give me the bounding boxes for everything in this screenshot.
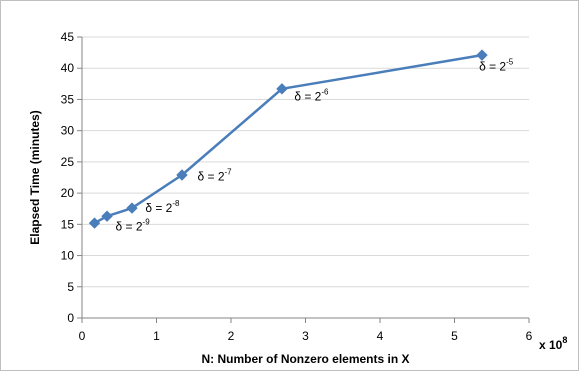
x-tick-label: 5	[451, 329, 458, 343]
y-tick-label: 25	[61, 155, 75, 169]
x-tick-label: 3	[302, 329, 309, 343]
y-tick-label: 5	[67, 280, 74, 294]
y-tick-label: 30	[61, 124, 75, 138]
data-point	[88, 217, 101, 229]
gridlines	[82, 36, 529, 319]
data-point	[126, 202, 138, 214]
x-tick-label: 4	[377, 329, 384, 343]
y-tick-label: 20	[61, 186, 75, 200]
delta-annotation: δ = 2-6	[294, 88, 329, 104]
y-tick-label: 10	[61, 249, 75, 263]
x-tick-label: 6	[526, 329, 533, 343]
x-tick-label: 2	[228, 329, 235, 343]
x-axis-multiplier: x 108	[539, 335, 567, 352]
x-multiplier-base: x 10	[539, 338, 563, 352]
x-tick-label: 1	[153, 329, 160, 343]
delta-annotation: δ = 2-8	[145, 199, 180, 215]
y-tick-label: 40	[61, 61, 75, 75]
data-point	[276, 83, 288, 95]
delta-annotation: δ = 2-7	[197, 168, 232, 184]
y-axis-title: Elapsed Time (minutes)	[28, 110, 42, 244]
series-layer	[88, 49, 488, 229]
y-tick-label: 0	[67, 311, 74, 325]
y-tick-label: 45	[61, 30, 75, 44]
y-tick-label: 35	[61, 92, 75, 106]
delta-annotation: δ = 2-5	[479, 58, 514, 74]
x-multiplier-exp: 8	[562, 335, 567, 345]
data-point	[476, 49, 488, 61]
delta-annotation: δ = 2-9	[116, 218, 151, 234]
data-point	[176, 169, 188, 181]
y-tick-label: 15	[61, 217, 75, 231]
x-tick-label: 0	[79, 329, 86, 343]
series-line	[93, 53, 483, 225]
x-axis-title: N: Number of Nonzero elements in X	[201, 352, 409, 366]
data-point	[101, 210, 113, 222]
annotations-layer: δ = 2-9 δ = 2-8 δ = 2-7 δ = 2-6 δ = 2-5	[116, 58, 514, 234]
